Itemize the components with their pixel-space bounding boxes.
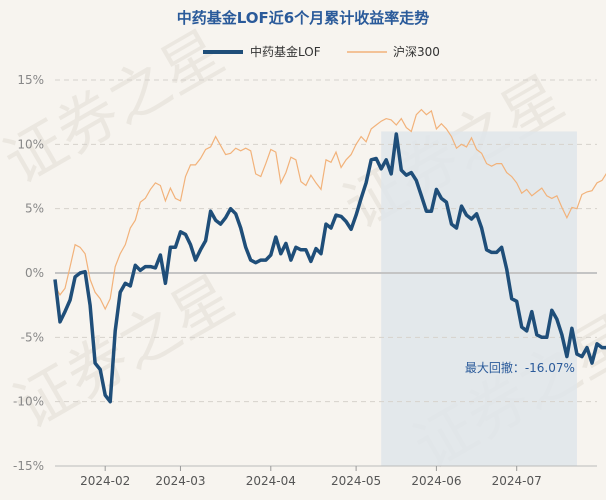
y-tick-label: 15% (17, 73, 44, 87)
chart-title: 中药基金LOF近6个月累计收益率走势 (177, 9, 429, 27)
x-tick-label: 2024-05 (331, 474, 381, 488)
legend-label-fund[interactable]: 中药基金LOF (250, 44, 321, 59)
x-tick-label: 2024-02 (80, 474, 130, 488)
y-tick-label: 5% (25, 202, 44, 216)
watermark-text-1: 证券之星 (0, 17, 235, 198)
y-tick-label: 0% (25, 266, 44, 280)
x-tick-label: 2024-07 (492, 474, 542, 488)
y-tick-label: -15% (13, 459, 44, 473)
max-drawdown-label: 最大回撤：-16.07% (465, 360, 575, 375)
x-tick-label: 2024-04 (246, 474, 296, 488)
y-tick-label: -10% (13, 395, 44, 409)
series-line-hs300 (54, 108, 606, 311)
y-tick-label: -5% (21, 330, 44, 344)
x-tick-label: 2024-06 (411, 474, 461, 488)
drawdown-region (381, 131, 577, 466)
y-tick-label: 10% (17, 137, 44, 151)
x-axis: 2024-02 2024-03 2024-04 2024-05 2024-06 2024-… (55, 465, 597, 488)
legend-label-hs300[interactable]: 沪深300 (393, 45, 440, 59)
watermark-text-3: 证券之星 (3, 262, 246, 443)
x-tick-label: 2024-03 (155, 474, 205, 488)
legend: 中药基金LOF 沪深300 (203, 44, 440, 59)
series-line-fund (53, 132, 606, 404)
y-axis: 15% 10% 5% 0% -5% -10% -15% (13, 73, 44, 473)
